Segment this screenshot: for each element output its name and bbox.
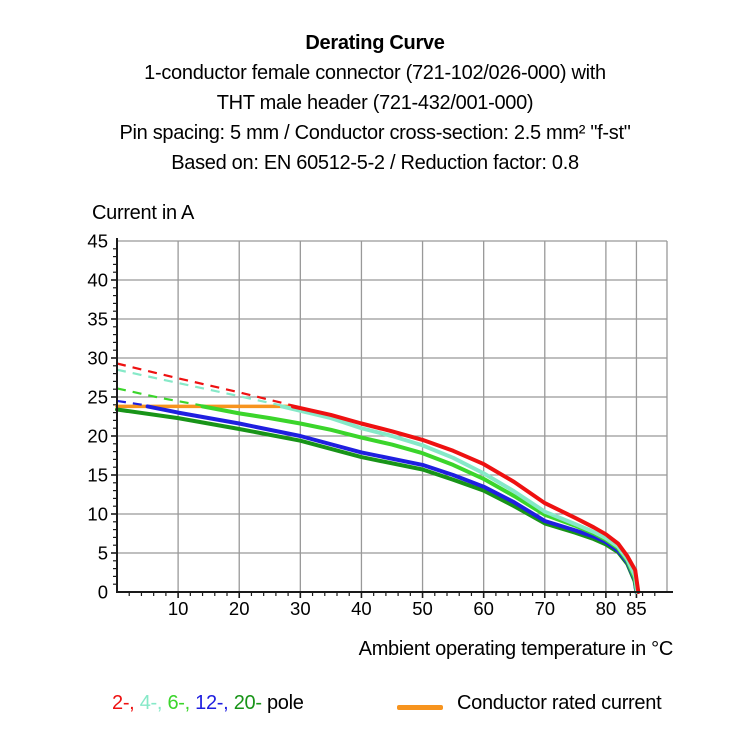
chart-legend: 2-, 4-, 6-, 12-, 20- pole Conductor rate… [0,692,750,726]
chart-title: Derating Curve [305,32,445,54]
legend-item-4-pole: 4-, [139,692,163,714]
svg-text:80: 80 [596,598,617,619]
legend-pole-suffix: pole [266,692,304,714]
svg-text:50: 50 [412,598,433,619]
legend-item-2-pole: 2-, [112,692,135,714]
svg-text:10: 10 [168,598,189,619]
svg-text:40: 40 [87,270,108,291]
svg-text:15: 15 [87,465,108,486]
rated-current-label: Conductor rated current [457,692,662,714]
svg-text:40: 40 [351,598,372,619]
svg-text:25: 25 [87,387,108,408]
legend-pole-list: 2-, 4-, 6-, 12-, 20- pole [112,692,304,715]
legend-item-12-pole: 12-, [195,692,229,714]
svg-text:30: 30 [290,598,311,619]
chart-subtitle-line-3: Pin spacing: 5 mm / Conductor cross-sect… [119,122,631,144]
y-axis-title: Current in A [92,202,195,224]
chart-subtitle-line-2: THT male header (721-432/001-000) [216,92,534,114]
svg-text:5: 5 [98,543,108,564]
chart-subtitle-line-1: 1-conductor female connector (721-102/02… [144,62,606,84]
chart-header: Derating Curve 1-conductor female connec… [0,28,750,178]
svg-text:45: 45 [87,231,108,252]
svg-text:10: 10 [87,504,108,525]
legend-item-6-pole: 6-, [167,692,190,714]
svg-text:20: 20 [229,598,250,619]
chart-subtitle-line-4: Based on: EN 60512-5-2 / Reduction facto… [171,152,579,174]
svg-text:0: 0 [98,582,108,603]
svg-text:70: 70 [534,598,555,619]
svg-text:35: 35 [87,309,108,330]
svg-text:30: 30 [87,348,108,369]
rated-current-swatch [397,705,443,710]
svg-text:20: 20 [87,426,108,447]
svg-text:85: 85 [626,598,647,619]
svg-text:60: 60 [473,598,494,619]
legend-item-20-pole: 20- [233,692,262,714]
x-axis-title: Ambient operating temperature in °C [358,638,674,660]
